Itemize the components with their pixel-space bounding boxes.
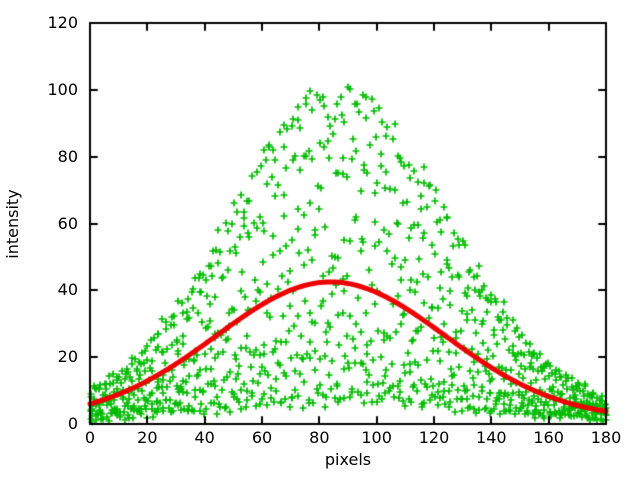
x-tick-label: 100 — [361, 428, 392, 447]
x-tick-label: 80 — [309, 428, 330, 447]
x-tick-label: 60 — [251, 428, 273, 447]
x-tick-label: 0 — [84, 428, 96, 447]
y-tick-label: 120 — [47, 13, 78, 32]
y-tick-label: 0 — [67, 414, 78, 433]
x-tick-label: 20 — [137, 428, 158, 447]
x-tick-label: 180 — [590, 428, 622, 447]
x-axis-label: pixels — [324, 450, 372, 469]
x-tick-label: 160 — [533, 428, 564, 447]
y-axis-label: intensity — [3, 189, 22, 259]
x-tick-label: 40 — [194, 428, 215, 447]
x-tick-label: 120 — [418, 428, 450, 447]
y-tick-label: 80 — [57, 146, 78, 166]
y-tick-label: 20 — [57, 347, 78, 367]
y-tick-label: 60 — [57, 213, 78, 233]
y-tick-label: 40 — [57, 280, 78, 300]
x-tick-label: 140 — [476, 428, 507, 447]
y-tick-label: 100 — [47, 79, 78, 99]
